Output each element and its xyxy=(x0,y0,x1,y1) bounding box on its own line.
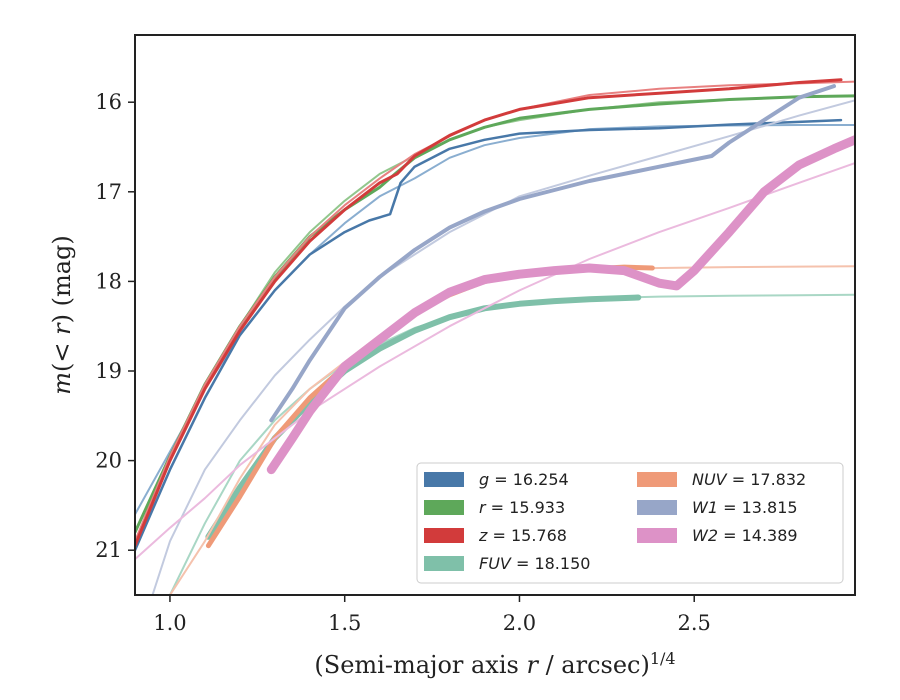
series-w2-fit-line xyxy=(135,162,855,561)
legend-swatch-w2 xyxy=(637,528,677,543)
plot-frame xyxy=(134,34,856,596)
plot-area xyxy=(135,78,855,595)
series-w1-data-line xyxy=(269,84,836,423)
legend: g = 16.254 r = 15.933 z = 15.768 FUV = 18.1… xyxy=(416,462,844,584)
legend-box xyxy=(416,462,844,584)
legend-label-w1: W1 = 13.815 xyxy=(692,498,798,517)
y-tick-label: 16 xyxy=(95,90,122,114)
y-axis-title: m(< r) (mag) xyxy=(48,235,76,395)
x-tick-label: 2.5 xyxy=(678,611,711,635)
y-tick-label: 21 xyxy=(95,538,122,562)
legend-swatch-fuv xyxy=(424,556,464,571)
series-g-data-line xyxy=(135,118,843,552)
legend-label-fuv: FUV = 18.150 xyxy=(479,554,590,573)
y-tick-label: 17 xyxy=(95,180,122,204)
axis-ticks: 1.0 1.5 2.0 2.5 16 17 18 19 20 21 xyxy=(95,90,711,635)
legend-label-nuv: NUV = 17.832 xyxy=(692,470,806,489)
series-z-data-line xyxy=(135,78,843,548)
legend-swatch-g xyxy=(424,472,464,487)
legend-swatch-w1 xyxy=(637,500,677,515)
y-tick-label: 18 xyxy=(95,269,122,293)
x-tick-label: 1.5 xyxy=(328,611,361,635)
y-tick-label: 20 xyxy=(95,449,122,473)
legend-label-z: z = 15.768 xyxy=(478,526,567,545)
legend-swatch-nuv xyxy=(637,472,677,487)
legend-label-g: g = 16.254 xyxy=(479,470,569,489)
x-axis-title: (Semi-major axis r / arcsec)1/4 xyxy=(314,649,675,680)
legend-swatch-z xyxy=(424,528,464,543)
series-w2-data-line xyxy=(266,135,855,475)
series-z-fit-line xyxy=(135,80,855,543)
x-tick-label: 1.0 xyxy=(153,611,186,635)
legend-label-w2: W2 = 14.389 xyxy=(692,526,798,545)
x-tick-label: 2.0 xyxy=(503,611,536,635)
legend-label-r: r = 15.933 xyxy=(479,498,565,517)
y-tick-label: 19 xyxy=(95,359,122,383)
legend-swatch-r xyxy=(424,500,464,515)
